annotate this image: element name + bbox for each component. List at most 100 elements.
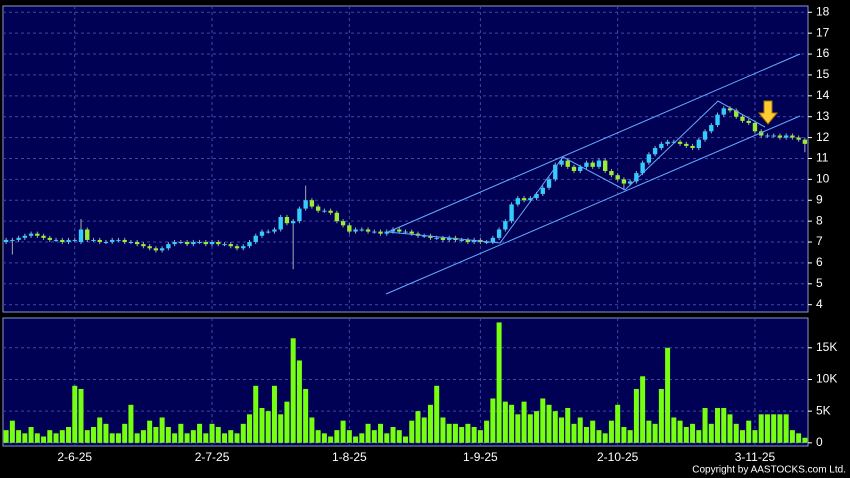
candle-body	[28, 233, 34, 236]
candle-body	[103, 242, 109, 244]
candle-body	[384, 231, 389, 234]
volume-bar	[259, 407, 265, 443]
volume-bar	[465, 423, 471, 443]
copyright: Copyright by AASTOCKS.com Ltd.	[692, 465, 846, 476]
arrow-icon	[757, 100, 779, 125]
volume-bar	[134, 433, 140, 443]
candle-body	[771, 135, 776, 137]
volume-bar	[733, 423, 739, 443]
candle-body	[315, 206, 321, 211]
volume-bar	[652, 423, 658, 443]
volume-bar	[583, 426, 589, 443]
candle-body	[322, 210, 327, 212]
candle-body	[671, 141, 677, 143]
volume-bar	[446, 423, 452, 443]
volume-bar	[802, 437, 808, 443]
volume-bar	[596, 430, 602, 443]
volume-bar	[159, 417, 165, 443]
volume-bar	[764, 414, 770, 443]
candle-body	[272, 229, 277, 232]
volume-bar	[571, 423, 577, 443]
candle-body	[209, 242, 215, 245]
volume-bar	[140, 430, 146, 443]
volume-bar	[147, 420, 153, 443]
volume-bar	[66, 426, 72, 443]
candle-body	[752, 122, 758, 132]
candle-body	[490, 237, 496, 243]
candle-body	[746, 120, 751, 123]
x-tick-label: 1-9-25	[463, 450, 498, 464]
candle-body	[565, 160, 570, 167]
volume-bar	[290, 338, 296, 443]
volume-bar	[346, 430, 352, 443]
candle-body	[66, 239, 71, 243]
candle-body	[116, 239, 121, 241]
y-tick-label: 12	[816, 130, 830, 144]
trend-lines	[385, 53, 801, 295]
candle-body	[702, 131, 708, 140]
candle-body	[534, 193, 539, 199]
candle-body	[10, 239, 15, 241]
volume-bar	[271, 385, 277, 443]
volume-bar	[371, 430, 377, 443]
volume-bar	[284, 401, 290, 443]
volume-bar	[427, 404, 433, 443]
volume-bar	[615, 404, 621, 443]
volume-bar	[128, 404, 134, 443]
volume-bar	[789, 430, 795, 443]
candle-body	[372, 231, 377, 233]
volume-bar	[633, 388, 639, 443]
volume-bar	[690, 423, 696, 443]
candle-body	[328, 210, 333, 213]
candle-body	[397, 229, 402, 232]
candle-body	[22, 235, 28, 238]
volume-bar	[90, 426, 96, 443]
candle-body	[428, 235, 433, 238]
volume-bar	[621, 426, 627, 443]
candle-body	[615, 175, 620, 180]
volume-bar	[153, 426, 159, 443]
volume-bar	[559, 417, 565, 443]
volume-bar	[109, 433, 115, 443]
candle-body	[546, 179, 552, 188]
candle-body	[696, 139, 701, 149]
candle-body	[85, 229, 90, 240]
volume-bar	[509, 404, 515, 443]
y-tick-label: 15K	[816, 340, 837, 354]
candle-body	[97, 239, 102, 243]
candle-body	[422, 235, 427, 237]
volume-bar	[16, 430, 22, 443]
volume-bar	[72, 385, 78, 443]
volume-bar	[683, 426, 689, 443]
y-tick-label: 17	[816, 25, 830, 39]
candle-body	[35, 233, 40, 236]
candle-body	[241, 246, 246, 249]
candle-body	[590, 162, 595, 167]
candle-body	[571, 166, 577, 172]
candle-body	[727, 108, 733, 111]
volume-bar	[746, 420, 752, 443]
candle-body	[559, 160, 564, 165]
candle-body	[184, 242, 190, 245]
volume-bar	[590, 420, 596, 443]
volume-bar	[278, 414, 284, 443]
y-tick-label: 0	[816, 435, 823, 449]
volume-bar	[203, 433, 209, 443]
candle-body	[3, 239, 9, 243]
candle-body	[134, 242, 140, 245]
volume-bar	[677, 420, 683, 443]
zigzag	[387, 100, 766, 244]
candle-body	[609, 171, 614, 176]
volume-bar	[309, 417, 315, 443]
volume-bar	[739, 430, 745, 443]
y-tick-label: 16	[816, 46, 830, 60]
y-tick-label: 14	[816, 88, 830, 102]
volume-bar	[421, 417, 427, 443]
candle-body	[347, 225, 352, 232]
candle-body	[715, 114, 720, 126]
candle-body	[802, 139, 808, 144]
volume-bar	[783, 414, 789, 443]
volume-bar	[122, 423, 128, 443]
y-tick-label: 18	[816, 4, 830, 18]
volume-bar	[215, 426, 221, 443]
